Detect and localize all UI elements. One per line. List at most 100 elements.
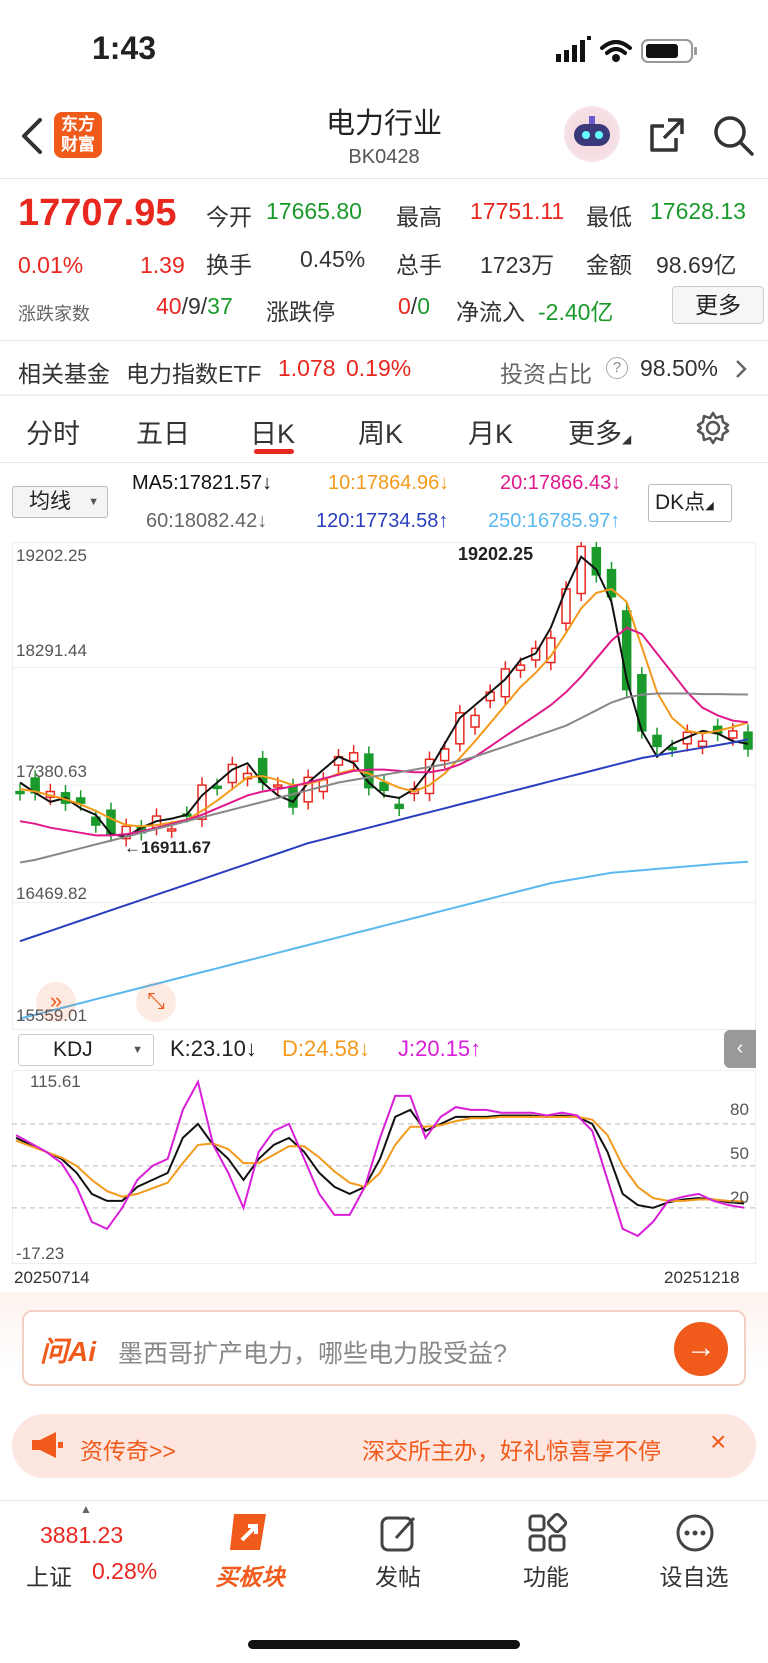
change: 1.39: [140, 252, 185, 278]
kdj-series-j: [15, 1079, 745, 1238]
ma5-legend: MA5:17821.57↓: [132, 472, 273, 494]
ma250-legend: 250:16785.97↑: [488, 510, 621, 532]
y-tick-4: 15559.01: [16, 1006, 87, 1025]
ma20-legend: 20:17866.43↓: [500, 472, 622, 494]
index-value[interactable]: 3881.23: [40, 1522, 124, 1548]
candle: [212, 785, 222, 790]
amount-value: 98.69亿: [656, 252, 737, 278]
buy-board-icon[interactable]: [226, 1510, 276, 1554]
candle: [652, 734, 662, 748]
price: 17707.95: [18, 192, 177, 234]
dk-point-button[interactable]: DK点◢: [648, 484, 732, 522]
tab-weekly-k[interactable]: 周K: [358, 419, 404, 449]
kdj-chart[interactable]: [12, 1070, 756, 1264]
back-icon[interactable]: [18, 116, 44, 156]
series-ma5: [19, 555, 749, 838]
index-up-icon: ▲: [80, 1502, 92, 1516]
search-icon[interactable]: [712, 114, 756, 158]
post-icon[interactable]: [378, 1512, 420, 1554]
kline-chart[interactable]: [12, 542, 756, 1030]
candle: [515, 664, 526, 672]
ai-robot-avatar[interactable]: [564, 106, 620, 162]
candle: [621, 610, 632, 691]
add-watchlist-icon[interactable]: [674, 1512, 716, 1554]
candle: [470, 714, 480, 728]
candle: [288, 785, 298, 808]
kdj-k-legend: K:23.10↓: [170, 1036, 257, 1061]
ai-input-bar[interactable]: [22, 1310, 746, 1386]
collapse-panel-icon[interactable]: ‹: [724, 1030, 756, 1068]
ratio-value: 98.50%: [640, 355, 719, 381]
candle: [424, 758, 435, 795]
buy-board-label[interactable]: 买板块: [215, 1564, 285, 1590]
fullscreen-icon[interactable]: ⤡: [136, 982, 176, 1022]
post-label[interactable]: 发帖: [375, 1564, 421, 1590]
tab-monthly-k[interactable]: 月K: [468, 419, 514, 449]
inflow-value: -2.40亿: [538, 299, 614, 325]
kdj-tick-max: 115.61: [30, 1072, 81, 1091]
help-icon[interactable]: ?: [606, 357, 628, 379]
y-tick-0: 19202.25: [16, 546, 87, 565]
amount-label: 金额: [586, 252, 632, 278]
series-ma120: [19, 738, 749, 943]
kdj-tick-min: -17.23: [16, 1244, 65, 1263]
candle: [15, 790, 25, 795]
megaphone-icon: [32, 1432, 63, 1458]
share-icon[interactable]: [646, 114, 688, 156]
up-down-count: 40/9/37: [156, 293, 233, 319]
low-annotation: ←16911.67: [124, 838, 211, 857]
series-ma10: [19, 587, 749, 828]
fund-label: 相关基金: [18, 361, 110, 387]
tab-daily-k[interactable]: 日K: [250, 419, 296, 449]
tab-five-day[interactable]: 五日: [136, 419, 190, 449]
ma10-legend: 10:17864.96↓: [328, 472, 450, 494]
page-title: 电力行业: [325, 108, 442, 140]
candle: [606, 568, 617, 598]
series-ma250: [19, 860, 749, 1020]
more-button[interactable]: 更多: [672, 286, 764, 324]
ai-prompt[interactable]: 墨西哥扩产电力，哪些电力股受益?: [118, 1340, 507, 1368]
up-down-label: 涨跌家数: [18, 304, 90, 324]
status-icons: [556, 36, 697, 63]
candle: [591, 546, 602, 576]
x-start-date: 20250714: [14, 1268, 90, 1287]
expand-left-icon[interactable]: »: [36, 982, 76, 1022]
functions-icon[interactable]: [526, 1512, 568, 1554]
chevron-right-icon[interactable]: [734, 358, 748, 380]
functions-label[interactable]: 功能: [523, 1564, 569, 1590]
series-ma60: [19, 692, 749, 864]
high-label: 最高: [396, 204, 442, 230]
series-ma20: [19, 626, 749, 837]
wifi-icon: [600, 40, 632, 62]
promo-banner[interactable]: [12, 1414, 756, 1478]
tab-more[interactable]: 更多◢: [568, 419, 632, 449]
candle: [379, 781, 389, 791]
battery-icon: [641, 39, 697, 63]
candle: [394, 803, 404, 810]
app-logo: 东方 财富: [54, 112, 102, 158]
low-label: 最低: [586, 204, 632, 230]
kdj-series-d: [15, 1115, 745, 1203]
ma-select[interactable]: 均线 ▼: [12, 486, 108, 518]
candle: [455, 712, 465, 745]
ai-send-button[interactable]: →: [674, 1322, 728, 1376]
index-pct[interactable]: 0.28%: [92, 1558, 158, 1584]
low-value: 17628.13: [650, 198, 746, 224]
banner-right-text[interactable]: 深交所主办，好礼惊喜享不停: [362, 1438, 661, 1464]
candle: [227, 763, 238, 784]
turnover-label: 换手: [206, 252, 252, 278]
candle: [439, 748, 450, 762]
y-tick-1: 18291.44: [16, 641, 87, 660]
fund-name[interactable]: 电力指数ETF: [126, 361, 262, 387]
ma60-legend: 60:18082.42↓: [146, 510, 268, 532]
add-watchlist-label[interactable]: 设自选: [659, 1564, 729, 1590]
tab-intraday[interactable]: 分时: [26, 419, 80, 449]
kdj-select[interactable]: KDJ ▼: [18, 1034, 154, 1066]
index-name[interactable]: 上证: [26, 1564, 72, 1590]
high-value: 17751.11: [470, 198, 565, 224]
candle: [728, 730, 738, 739]
banner-left-text[interactable]: 资传奇>>: [80, 1438, 176, 1464]
settings-icon[interactable]: [696, 411, 730, 445]
banner-close-icon[interactable]: ×: [710, 1426, 727, 1457]
y-tick-3: 16469.82: [16, 884, 87, 903]
